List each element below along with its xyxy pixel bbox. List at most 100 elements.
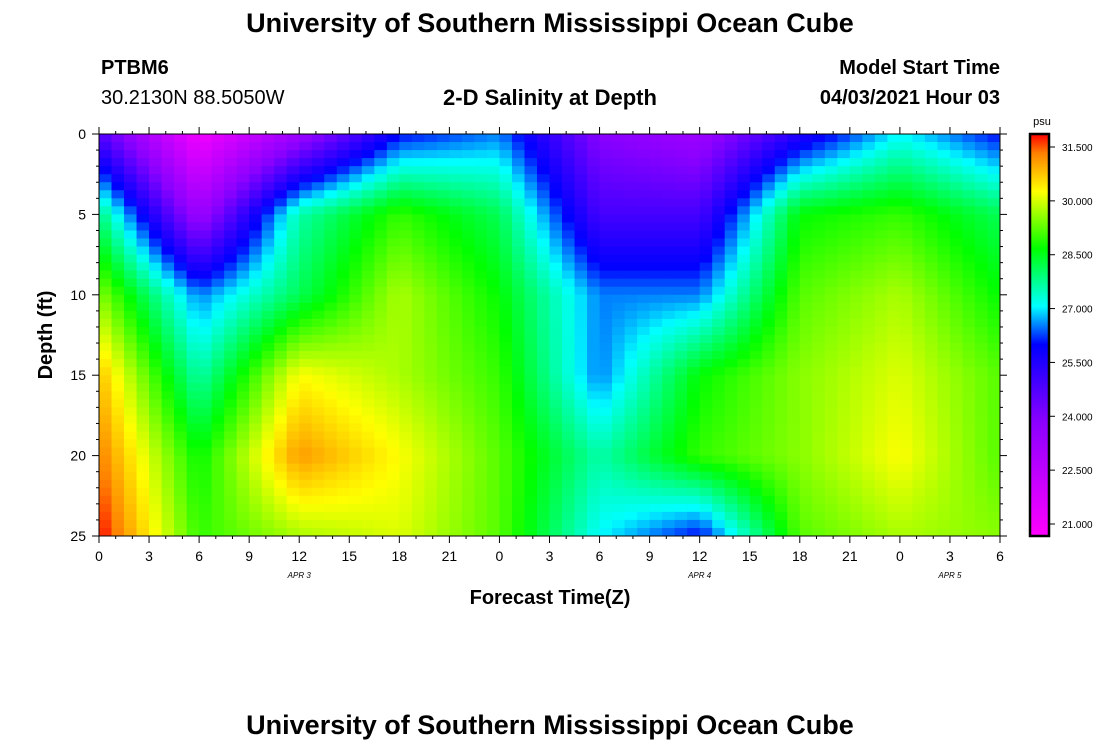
heatmap-cell: [324, 230, 338, 240]
heatmap-cell: [924, 318, 939, 328]
heatmap-cell: [574, 447, 588, 457]
heatmap-cell: [186, 182, 200, 191]
heatmap-cell: [949, 166, 964, 175]
heatmap-cell: [787, 431, 801, 441]
heatmap-cell: [186, 455, 200, 465]
heatmap-cell: [824, 166, 838, 175]
heatmap-cell: [662, 463, 676, 473]
heatmap-cell: [536, 407, 551, 416]
heatmap-cell: [161, 415, 175, 425]
heatmap-cell: [824, 246, 838, 256]
heatmap-cell: [949, 391, 964, 400]
heatmap-cell: [862, 158, 876, 167]
heatmap-cell: [449, 310, 463, 320]
heatmap-cell: [662, 367, 676, 376]
heatmap-cell: [349, 286, 363, 296]
x-tick-label: 3: [145, 548, 153, 564]
heatmap-cell: [124, 503, 138, 513]
heatmap-cell: [174, 142, 188, 151]
heatmap-cell: [649, 182, 663, 191]
heatmap-cell: [899, 182, 913, 191]
heatmap-cell: [149, 407, 163, 416]
heatmap-cell: [637, 278, 651, 288]
heatmap-cell: [587, 230, 601, 240]
heatmap-cell: [436, 222, 450, 232]
heatmap-cell: [524, 415, 538, 425]
heatmap-cell: [386, 190, 400, 199]
heatmap-cell: [949, 238, 964, 248]
heatmap-cell: [574, 511, 588, 521]
heatmap-cell: [124, 431, 138, 441]
heatmap-cell: [724, 383, 738, 392]
heatmap-cell: [974, 270, 989, 280]
heatmap-cell: [699, 158, 713, 167]
heatmap-cell: [174, 214, 188, 224]
heatmap-cell: [161, 495, 175, 505]
heatmap-cell: [724, 134, 738, 143]
heatmap-cell: [486, 190, 501, 199]
heatmap-cell: [599, 487, 613, 497]
heatmap-cell: [211, 375, 225, 384]
heatmap-cell: [599, 503, 613, 513]
heatmap-cell: [712, 455, 726, 465]
heatmap-cell: [837, 511, 851, 521]
heatmap-cell: [274, 278, 288, 288]
heatmap-cell: [424, 262, 438, 272]
heatmap-cell: [724, 142, 738, 151]
heatmap-cell: [699, 246, 713, 256]
heatmap-cell: [511, 423, 526, 433]
heatmap-cell: [374, 214, 388, 224]
heatmap-cell: [99, 222, 113, 232]
heatmap-cell: [211, 182, 225, 191]
heatmap-cell: [386, 302, 400, 312]
heatmap-cell: [799, 150, 813, 159]
heatmap-cell: [249, 278, 263, 288]
heatmap-cell: [224, 166, 238, 175]
heatmap-cell: [774, 399, 788, 408]
heatmap-cell: [299, 463, 313, 473]
heatmap-cell: [524, 286, 538, 296]
heatmap-cell: [924, 206, 939, 215]
heatmap-cell: [349, 174, 363, 183]
heatmap-cell: [349, 391, 363, 400]
heatmap-cell: [912, 479, 926, 489]
heatmap-cell: [774, 254, 788, 264]
heatmap-cell: [849, 198, 863, 207]
heatmap-cell: [937, 318, 951, 328]
heatmap-cell: [99, 415, 113, 425]
heatmap-cell: [712, 527, 726, 536]
heatmap-cell: [787, 326, 801, 336]
heatmap-cell: [136, 318, 150, 328]
heatmap-cell: [386, 318, 400, 328]
heatmap-cell: [136, 134, 150, 143]
heatmap-cell: [649, 503, 663, 513]
heatmap-cell: [449, 166, 463, 175]
heatmap-cell: [124, 455, 138, 465]
heatmap-cell: [762, 447, 776, 457]
heatmap-cell: [411, 407, 425, 416]
heatmap-cell: [174, 359, 188, 368]
heatmap-cell: [524, 487, 538, 497]
heatmap-cell: [174, 431, 188, 441]
heatmap-cell: [411, 150, 425, 159]
heatmap-cell: [299, 246, 313, 256]
heatmap-cell: [749, 158, 763, 167]
heatmap-cell: [336, 166, 350, 175]
heatmap-cell: [449, 375, 463, 384]
heatmap-cell: [311, 158, 325, 167]
heatmap-cell: [261, 351, 275, 360]
heatmap-cell: [987, 254, 1000, 264]
heatmap-cell: [249, 270, 263, 280]
heatmap-cell: [587, 471, 601, 481]
heatmap-cell: [687, 463, 701, 473]
heatmap-cell: [899, 142, 913, 151]
heatmap-cell: [912, 166, 926, 175]
heatmap-cell: [924, 375, 939, 384]
heatmap-cell: [849, 415, 863, 425]
heatmap-cell: [912, 302, 926, 312]
heatmap-cell: [174, 222, 188, 232]
heatmap-cell: [349, 134, 363, 143]
heatmap-cell: [787, 158, 801, 167]
heatmap-cell: [662, 134, 676, 143]
heatmap-cell: [286, 495, 300, 505]
